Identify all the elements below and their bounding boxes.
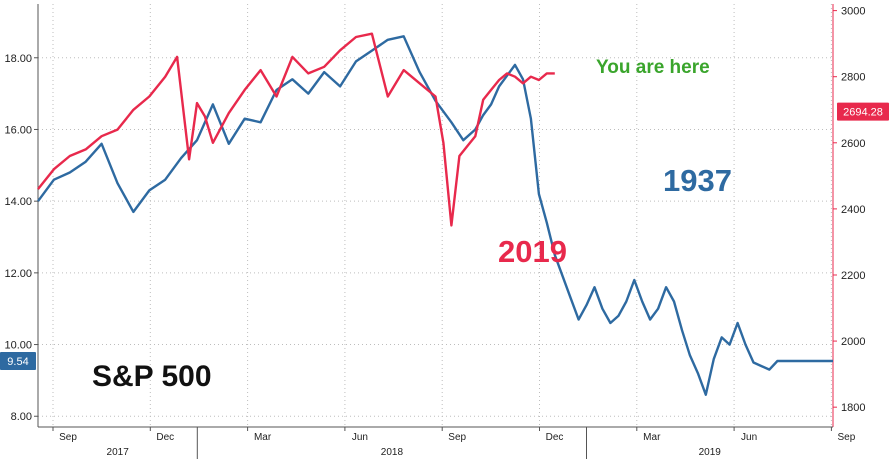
x-tick-label: Mar [643,432,661,443]
right-tick-label: 2200 [841,270,865,282]
series-line-1937 [37,35,833,396]
x-tick-label: Dec [156,432,174,443]
left-last-value-label: 9.54 [7,356,28,368]
x-tick-label: Mar [254,432,272,443]
x-tick-label: Jun [352,432,368,443]
x-year-label: 2017 [107,447,130,458]
x-tick-label: Sep [838,432,856,443]
annotation-you-are-here: You are here [596,57,710,78]
grid-lines [38,4,833,427]
x-tick-label: Jun [741,432,757,443]
left-tick-label: 16.00 [4,124,32,136]
left-axis: 8.00 10.00 12.00 14.00 16.00 18.00 [4,53,38,423]
right-axis: 1800 2000 2200 2400 2600 2800 3000 [833,6,865,414]
right-tick-label: 2400 [841,204,865,216]
x-tick-label: Dec [546,432,564,443]
last-value-badges: 9.54 2694.28 [0,102,889,371]
series-lines [37,32,833,396]
left-tick-label: 14.00 [4,196,32,208]
x-year-label: 2019 [699,447,722,458]
annotation-1937: 1937 [663,163,732,198]
series-line-2019 [37,32,555,227]
right-tick-label: 2800 [841,72,865,84]
x-tick-label: Sep [59,432,77,443]
right-last-value-label: 2694.28 [843,107,883,119]
left-tick-label: 18.00 [4,53,32,65]
right-tick-label: 3000 [841,6,865,18]
x-year-label: 2018 [381,447,404,458]
left-tick-label: 10.00 [4,340,32,352]
chart-title: S&P 500 [92,360,212,393]
plot-frame [37,4,834,428]
right-tick-label: 2000 [841,336,865,348]
x-tick-label: Sep [448,432,466,443]
left-tick-label: 8.00 [11,411,32,423]
right-tick-label: 1800 [841,402,865,414]
right-tick-label: 2600 [841,138,865,150]
annotation-2019: 2019 [498,234,567,269]
left-tick-label: 12.00 [4,268,32,280]
x-axis: Sep Dec Mar Jun Sep Dec Mar Jun Sep 2017 2018 2019 [52,427,856,459]
right-last-value-badge [837,102,889,121]
left-last-value-badge [0,352,36,371]
